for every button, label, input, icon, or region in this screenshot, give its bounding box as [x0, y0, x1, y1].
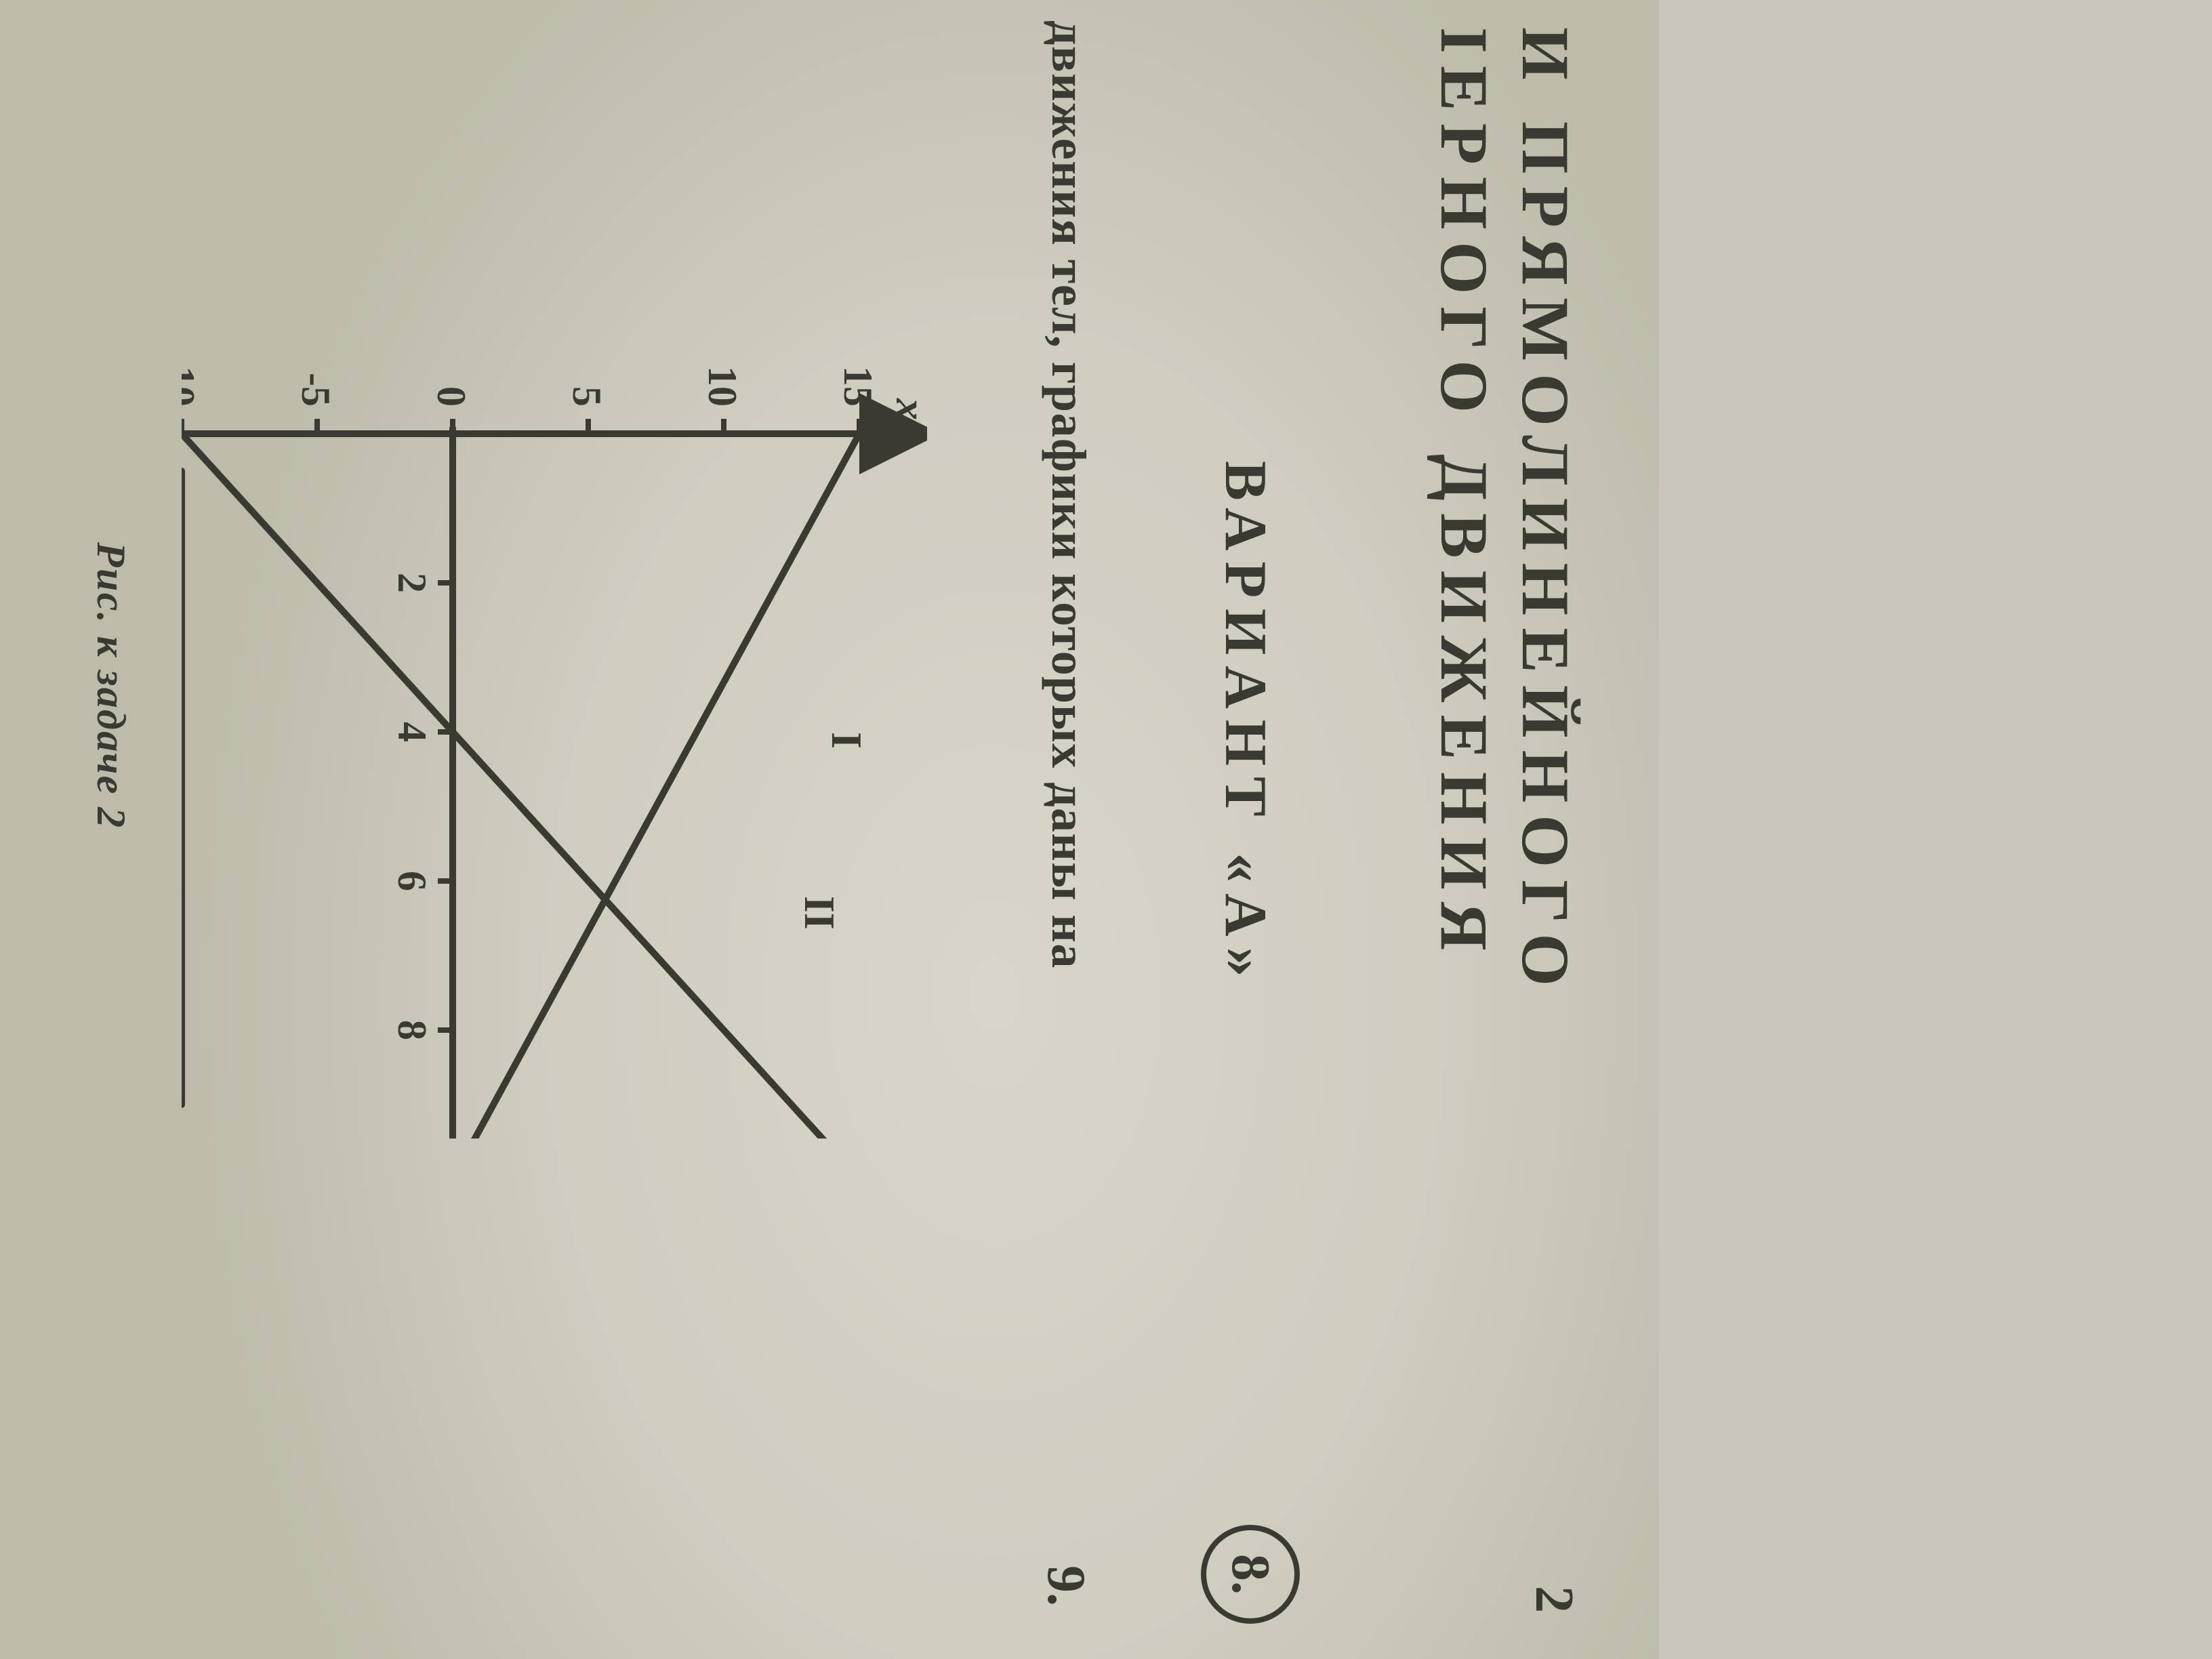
svg-text:II: II — [796, 896, 844, 930]
title-line-2: ІЕРНОГО ДВИЖЕНИЯ — [1425, 27, 1503, 963]
title-line-1: И ПРЯМОЛИНЕЙНОГО — [1507, 27, 1584, 998]
motion-chart: 151050-5-102468xtIIIIII — [182, 258, 927, 1139]
svg-text:5: 5 — [565, 386, 609, 407]
svg-text:-10: -10 — [182, 352, 203, 407]
svg-text:0: 0 — [429, 386, 474, 407]
variant-label: ВАРИАНТ «А» — [1211, 461, 1279, 987]
problem-text-1: движения тел, графики которых даны на — [1040, 20, 1097, 969]
circled-number-text: 8. — [1220, 1554, 1282, 1595]
circled-problem-number: 8. — [1201, 1525, 1300, 1624]
svg-text:I: I — [823, 732, 871, 749]
svg-text:6: 6 — [390, 871, 434, 891]
chart-caption: Рис. к задаче 2 — [87, 542, 134, 830]
svg-text:4: 4 — [390, 722, 434, 742]
margin-number-1: 9. — [1035, 1565, 1097, 1606]
page-stage: И ПРЯМОЛИНЕЙНОГО ІЕРНОГО ДВИЖЕНИЯ ВАРИАН… — [0, 0, 1659, 1659]
svg-text:10: 10 — [700, 366, 745, 407]
margin-number-0: 2 — [1523, 1586, 1584, 1613]
svg-text:15: 15 — [836, 366, 880, 407]
svg-text:x: x — [887, 398, 927, 420]
svg-text:-5: -5 — [293, 373, 338, 407]
svg-text:2: 2 — [390, 573, 434, 593]
chart-svg: 151050-5-102468xtIIIIII — [182, 258, 927, 1139]
svg-text:8: 8 — [390, 1020, 434, 1040]
